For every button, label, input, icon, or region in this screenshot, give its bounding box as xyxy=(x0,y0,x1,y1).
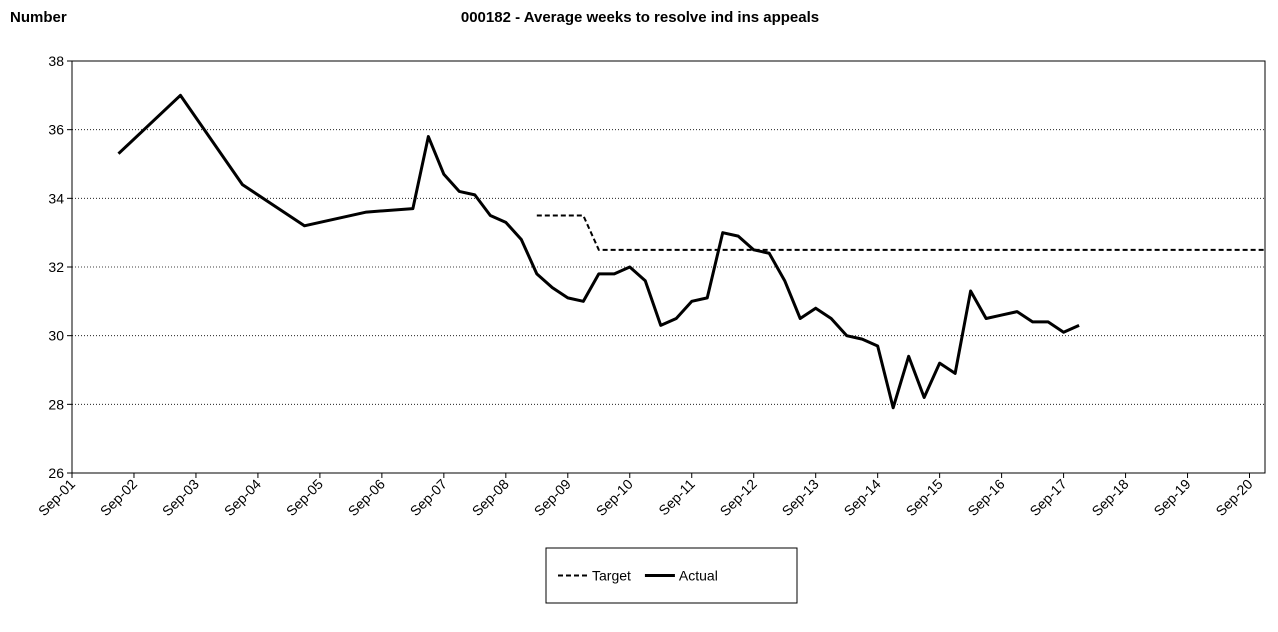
x-tick-label: Sep-09 xyxy=(531,476,574,519)
x-tick-label: Sep-10 xyxy=(593,476,636,519)
x-tick-label: Sep-04 xyxy=(221,476,264,519)
x-tick-label: Sep-15 xyxy=(903,476,946,519)
x-tick-label: Sep-11 xyxy=(655,476,698,519)
x-tick-label: Sep-19 xyxy=(1150,476,1193,519)
y-tick-label: 32 xyxy=(48,259,64,275)
x-tick-label: Sep-08 xyxy=(469,476,512,519)
line-series xyxy=(536,214,1265,251)
x-tick-label: Sep-05 xyxy=(283,476,326,519)
x-tick-label: Sep-01 xyxy=(35,476,78,519)
plot-border xyxy=(71,60,1266,474)
chart-title: 000182 - Average weeks to resolve ind in… xyxy=(461,9,819,26)
legend-label: Actual xyxy=(679,568,718,584)
x-tick-label: Sep-17 xyxy=(1026,476,1069,519)
x-tick-label: Sep-07 xyxy=(407,476,450,519)
x-tick-label: Sep-13 xyxy=(779,476,822,519)
line-series xyxy=(117,93,1080,410)
x-tick-label: Sep-14 xyxy=(841,476,884,519)
x-tick-label: Sep-02 xyxy=(97,476,140,519)
y-tick-label: 26 xyxy=(48,465,64,481)
x-tick-label: Sep-12 xyxy=(717,476,760,519)
y-tick-label: 30 xyxy=(48,328,64,344)
y-tick-label: 34 xyxy=(48,190,64,206)
y-tick-label: 38 xyxy=(48,53,64,69)
y-tick-label: 36 xyxy=(48,122,64,138)
x-tick-label: Sep-03 xyxy=(159,476,202,519)
x-tick-label: Sep-06 xyxy=(345,476,388,519)
legend-label: Target xyxy=(592,568,631,584)
y-tick-label: 28 xyxy=(48,396,64,412)
x-tick-label: Sep-18 xyxy=(1088,476,1131,519)
x-tick-label: Sep-16 xyxy=(964,476,1007,519)
x-tick-label: Sep-20 xyxy=(1212,476,1255,519)
y-axis-label: Number xyxy=(10,9,67,26)
